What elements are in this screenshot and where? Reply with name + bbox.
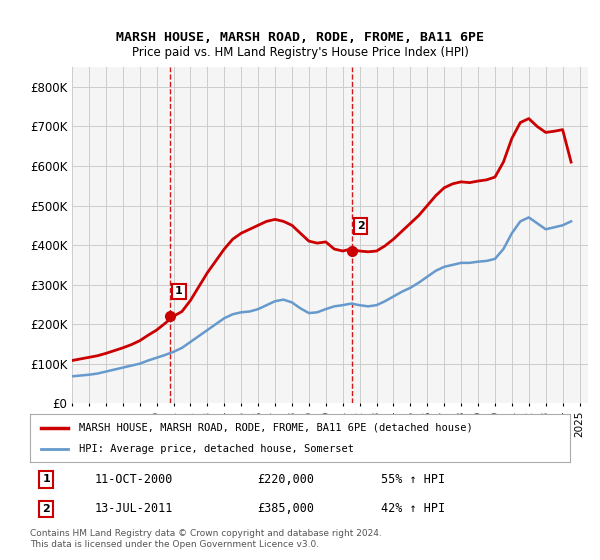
Text: Price paid vs. HM Land Registry's House Price Index (HPI): Price paid vs. HM Land Registry's House … bbox=[131, 46, 469, 59]
Text: £385,000: £385,000 bbox=[257, 502, 314, 515]
Text: 2: 2 bbox=[357, 221, 365, 231]
Text: Contains HM Land Registry data © Crown copyright and database right 2024.
This d: Contains HM Land Registry data © Crown c… bbox=[30, 529, 382, 549]
Text: 1: 1 bbox=[175, 287, 183, 296]
Text: MARSH HOUSE, MARSH ROAD, RODE, FROME, BA11 6PE (detached house): MARSH HOUSE, MARSH ROAD, RODE, FROME, BA… bbox=[79, 423, 472, 433]
Text: MARSH HOUSE, MARSH ROAD, RODE, FROME, BA11 6PE: MARSH HOUSE, MARSH ROAD, RODE, FROME, BA… bbox=[116, 31, 484, 44]
Text: £220,000: £220,000 bbox=[257, 473, 314, 486]
Text: HPI: Average price, detached house, Somerset: HPI: Average price, detached house, Some… bbox=[79, 444, 353, 454]
Text: 2: 2 bbox=[43, 504, 50, 514]
Text: 1: 1 bbox=[43, 474, 50, 484]
Text: 42% ↑ HPI: 42% ↑ HPI bbox=[381, 502, 445, 515]
Text: 11-OCT-2000: 11-OCT-2000 bbox=[95, 473, 173, 486]
Text: 13-JUL-2011: 13-JUL-2011 bbox=[95, 502, 173, 515]
Text: 55% ↑ HPI: 55% ↑ HPI bbox=[381, 473, 445, 486]
